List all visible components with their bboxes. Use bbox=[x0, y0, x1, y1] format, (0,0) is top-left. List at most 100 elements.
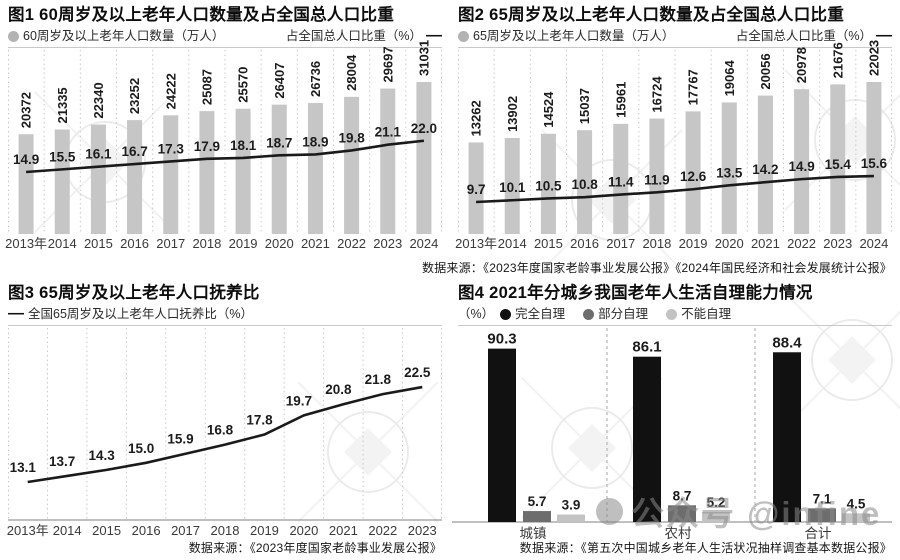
x-tick-label: 2018 bbox=[211, 523, 240, 538]
bar bbox=[468, 142, 484, 234]
x-tick-label: 2016 bbox=[120, 236, 149, 251]
bar-value-label: 25087 bbox=[199, 69, 214, 105]
bar bbox=[685, 111, 701, 234]
chart4-legend-item-unable: 不能自理 bbox=[666, 306, 731, 322]
chart4-legend-partial-label: 部分自理 bbox=[598, 307, 649, 321]
line-value-label: 15.6 bbox=[861, 156, 888, 171]
bar bbox=[54, 129, 70, 234]
chart2-title: 图2 65周岁及以上老年人口数量及占全国总人口比重 bbox=[458, 6, 845, 24]
bar-value-label: 16724 bbox=[649, 76, 664, 113]
x-tick-label: 2016 bbox=[570, 236, 599, 251]
bar-value-label: 21335 bbox=[55, 87, 70, 123]
chart1-plot-area: 20372 21335 22340 23252 24222 25087 25570 26407… bbox=[5, 40, 442, 252]
chart-svg: 13262 13902 14524 15037 15961 16724 17767 19064… bbox=[455, 40, 892, 251]
bar-value-label: 26736 bbox=[308, 61, 323, 97]
x-tick-label: 2014 bbox=[498, 236, 527, 251]
line-value-label: 14.9 bbox=[788, 159, 814, 174]
trend-line bbox=[25, 139, 425, 174]
bar-value-label: 7.1 bbox=[813, 491, 832, 506]
bar bbox=[163, 115, 179, 234]
bar-value-label: 31031 bbox=[416, 40, 431, 76]
chart4-legend-unable-label: 不能自理 bbox=[681, 307, 732, 321]
line-value-label: 14.2 bbox=[752, 162, 778, 177]
bar-value-label: 26407 bbox=[272, 62, 287, 98]
bar bbox=[702, 512, 730, 522]
bar bbox=[721, 102, 737, 234]
line-value-label: 18.1 bbox=[230, 138, 257, 153]
line-value-label: 10.1 bbox=[499, 180, 526, 195]
chart1-legend-bar-series: 60周岁及以上老年人口数量（万人） bbox=[8, 28, 224, 44]
x-tick-label: 2015 bbox=[92, 523, 121, 538]
x-tick-label: 2020 bbox=[715, 236, 744, 251]
line-value-label: 13.7 bbox=[49, 454, 75, 469]
line-series-dash-icon: — bbox=[426, 27, 442, 44]
bar-value-label: 5.7 bbox=[528, 494, 547, 509]
chart1-legend-line-label: 占全国总人口比重（%） bbox=[285, 29, 422, 43]
chart1-legend-line-series: 占全国总人口比重（%） — bbox=[286, 28, 442, 44]
x-tick-label: 2023 bbox=[823, 236, 852, 251]
line-value-label: 14.3 bbox=[88, 448, 115, 463]
x-tick-label: 农村 bbox=[665, 526, 693, 541]
x-tick-label: 2017 bbox=[171, 523, 200, 538]
bar bbox=[866, 82, 882, 234]
x-tick-label: 2015 bbox=[534, 236, 563, 251]
bar bbox=[504, 138, 520, 234]
x-tick-label: 2014 bbox=[53, 523, 82, 538]
bar bbox=[830, 84, 846, 234]
bar-series-dot-icon bbox=[8, 30, 19, 42]
bar bbox=[523, 511, 551, 522]
line-value-label: 15.9 bbox=[167, 432, 193, 447]
watermark-logo-dot-icon bbox=[596, 497, 623, 525]
line-value-label: 19.8 bbox=[338, 130, 365, 145]
chart2-legend: 65周岁及以上老年人口数量（万人） 占全国总人口比重（%） — bbox=[458, 26, 892, 48]
line-value-label: 21.8 bbox=[365, 372, 392, 387]
line-value-label: 11.9 bbox=[644, 172, 670, 187]
line-value-label: 18.7 bbox=[266, 135, 292, 150]
x-tick-label: 2017 bbox=[606, 236, 635, 251]
bar bbox=[127, 120, 143, 234]
chart2-plot-area: 13262 13902 14524 15037 15961 16724 17767 19064… bbox=[455, 40, 892, 252]
line-value-label: 10.8 bbox=[571, 177, 598, 192]
chart2-source: 数据来源：《2023年度国家老龄事业发展公报》《2024年国民经济和社会发展统计… bbox=[422, 261, 892, 275]
x-tick-label: 2020 bbox=[289, 523, 318, 538]
x-tick-label: 2022 bbox=[787, 236, 816, 251]
bar-value-label: 8.7 bbox=[673, 488, 692, 503]
watermark-handle: 公众号 @infine bbox=[631, 495, 882, 532]
trend-line bbox=[476, 174, 874, 204]
chart3-legend-line-label: 全国65周岁及以上老年人口抚养比（%） bbox=[28, 307, 254, 321]
line-value-label: 13.5 bbox=[716, 165, 743, 180]
line-value-label: 22.0 bbox=[411, 121, 437, 136]
partial-care-dot-icon bbox=[583, 308, 595, 320]
bar-value-label: 13902 bbox=[505, 96, 520, 132]
bar-value-label: 14524 bbox=[541, 91, 556, 128]
x-tick-label: 2015 bbox=[84, 236, 113, 251]
x-tick-label: 2021 bbox=[301, 236, 330, 251]
bar bbox=[842, 513, 870, 522]
bar-value-label: 25570 bbox=[236, 67, 251, 103]
chart1-title: 图1 60周岁及以上老年人口数量及占全国总人口比重 bbox=[8, 6, 395, 24]
chart-panel-fig1: 图1 60周岁及以上老年人口数量及占全国总人口比重 60周岁及以上老年人口数量（… bbox=[5, 4, 442, 252]
x-tick-label: 2021 bbox=[329, 523, 358, 538]
chart3-title: 图3 65周岁及以上老年人口抚养比 bbox=[8, 284, 260, 302]
chart1-legend-bar-label: 60周岁及以上老年人口数量（万人） bbox=[23, 29, 225, 43]
line-value-label: 17.8 bbox=[246, 413, 273, 428]
bar-value-label: 24222 bbox=[163, 73, 178, 109]
x-tick-label: 2024 bbox=[409, 236, 438, 251]
bar-value-label: 13262 bbox=[469, 100, 484, 136]
compass-motif-icon bbox=[297, 381, 439, 523]
bar bbox=[344, 96, 360, 234]
bar bbox=[773, 352, 801, 522]
x-tick-label: 合计 bbox=[805, 526, 832, 541]
bar bbox=[271, 104, 287, 234]
site-watermark: 公众号 @infine bbox=[596, 487, 881, 535]
x-tick-label: 2019 bbox=[679, 236, 708, 251]
chart2-legend-bar-label: 65周岁及以上老年人口数量（万人） bbox=[473, 29, 675, 43]
bar-value-label: 86.1 bbox=[632, 339, 661, 356]
bar-value-label: 15961 bbox=[613, 82, 628, 118]
x-tick-label: 2021 bbox=[751, 236, 780, 251]
line-value-label: 19.7 bbox=[286, 393, 312, 408]
chart4-title: 图4 2021年分城乡我国老年人生活自理能力情况 bbox=[458, 284, 813, 302]
bar bbox=[794, 89, 810, 234]
bar bbox=[416, 82, 432, 234]
bar-value-label: 3.9 bbox=[562, 498, 581, 513]
